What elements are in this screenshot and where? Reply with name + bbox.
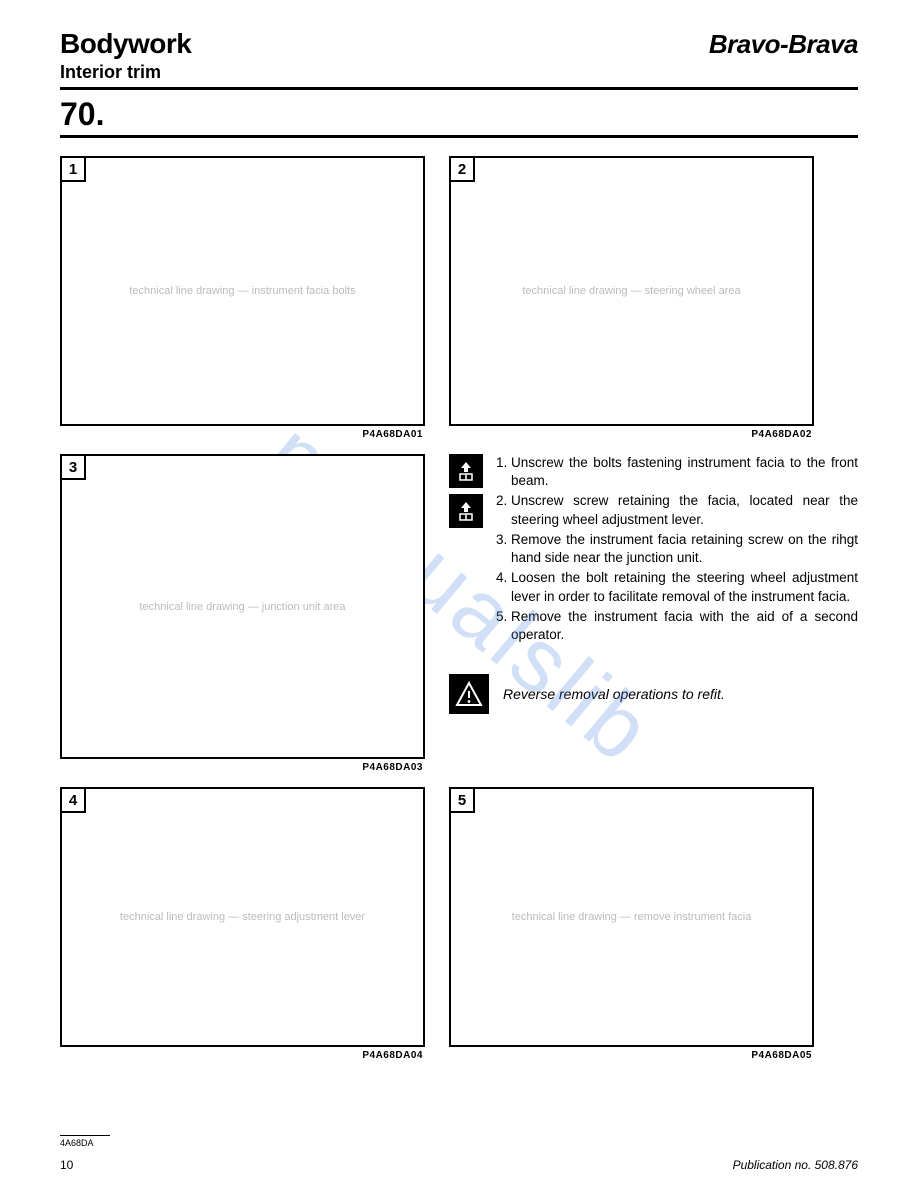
refit-note: Reverse removal operations to refit. (449, 674, 858, 714)
lift-up-icon (449, 454, 483, 488)
figure-2-image: technical line drawing — steering wheel … (451, 158, 812, 424)
header-rule (60, 87, 858, 90)
page-header: Bodywork Interior trim Bravo-Brava (60, 28, 858, 83)
figure-4-number: 4 (60, 787, 86, 813)
row-2: 3 technical line drawing — junction unit… (60, 454, 858, 759)
figure-1-image: technical line drawing — instrument faci… (62, 158, 423, 424)
figure-5: 5 technical line drawing — remove instru… (449, 787, 814, 1047)
warning-icon (449, 674, 489, 714)
figure-2-caption: P4A68DA02 (751, 429, 812, 440)
page-footer: 10 Publication no. 508.876 (60, 1158, 858, 1172)
refit-note-text: Reverse removal operations to refit. (503, 685, 725, 704)
figure-4-caption: P4A68DA04 (362, 1050, 423, 1061)
figure-5-caption: P4A68DA05 (751, 1050, 812, 1061)
model-name: Bravo-Brava (709, 29, 858, 60)
step-3: Remove the instrument facia retaining sc… (511, 531, 858, 567)
footer-code: 4A68DA (60, 1135, 110, 1148)
figure-1-caption: P4A68DA01 (362, 429, 423, 440)
step-1: Unscrew the bolts fastening instrument f… (511, 454, 858, 490)
figure-5-number: 5 (449, 787, 475, 813)
figure-2: 2 technical line drawing — steering whee… (449, 156, 814, 426)
figure-1-number: 1 (60, 156, 86, 182)
publication-number: Publication no. 508.876 (733, 1158, 858, 1172)
title: Bodywork (60, 28, 191, 60)
step-4: Loosen the bolt retaining the steering w… (511, 569, 858, 605)
content: 1 technical line drawing — instrument fa… (60, 156, 858, 1047)
figure-3-caption: P4A68DA03 (362, 762, 423, 773)
step-5: Remove the instrument facia with the aid… (511, 608, 858, 644)
figure-4-image: technical line drawing — steering adjust… (62, 789, 423, 1045)
step-2: Unscrew screw retaining the facia, locat… (511, 492, 858, 528)
header-left: Bodywork Interior trim (60, 28, 191, 83)
figure-3-image: technical line drawing — junction unit a… (62, 456, 423, 757)
row-1: 1 technical line drawing — instrument fa… (60, 156, 858, 426)
instructions-column: Unscrew the bolts fastening instrument f… (449, 454, 858, 759)
steps-list: Unscrew the bolts fastening instrument f… (493, 454, 858, 646)
figure-5-image: technical line drawing — remove instrume… (451, 789, 812, 1045)
figure-3-number: 3 (60, 454, 86, 480)
figure-2-number: 2 (449, 156, 475, 182)
subtitle: Interior trim (60, 62, 191, 83)
row-3: 4 technical line drawing — steering adju… (60, 787, 858, 1047)
lift-icons (449, 454, 483, 534)
figure-1: 1 technical line drawing — instrument fa… (60, 156, 425, 426)
page-number: 10 (60, 1158, 73, 1172)
lift-down-icon (449, 494, 483, 528)
steps-row: Unscrew the bolts fastening instrument f… (449, 454, 858, 646)
figure-3: 3 technical line drawing — junction unit… (60, 454, 425, 759)
figure-4: 4 technical line drawing — steering adju… (60, 787, 425, 1047)
section-number: 70. (60, 96, 858, 138)
